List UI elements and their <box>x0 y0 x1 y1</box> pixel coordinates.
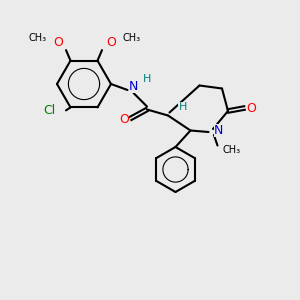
Text: O: O <box>246 101 256 115</box>
Text: CH₃: CH₃ <box>223 145 241 155</box>
Text: O: O <box>106 36 116 49</box>
Text: Cl: Cl <box>43 104 56 117</box>
Text: CH₃: CH₃ <box>28 33 46 43</box>
Text: N: N <box>214 124 223 137</box>
Text: CH₃: CH₃ <box>123 33 141 43</box>
Text: H: H <box>178 101 187 112</box>
Text: H: H <box>142 74 151 85</box>
Text: N: N <box>129 80 138 94</box>
Text: O: O <box>54 36 63 49</box>
Text: O: O <box>120 113 129 127</box>
